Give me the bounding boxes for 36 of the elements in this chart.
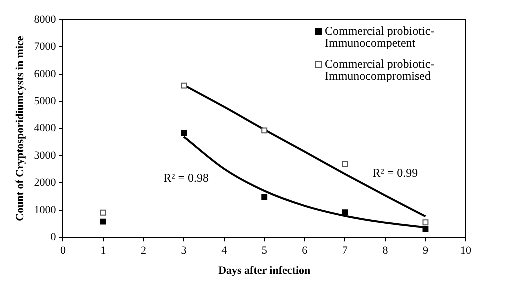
x-tick-label: 2 [141,245,147,258]
y-tick-label: 0 [50,231,57,244]
point [342,210,348,216]
annotation: R² = 0.99 [372,166,418,180]
x-axis-title: Days after infection [218,265,311,278]
x-tick-label: 10 [460,245,472,258]
x-tick-label: 9 [422,245,429,258]
point [342,161,348,168]
legend-label: Commercial probiotic-Immunocompromised [325,57,435,84]
y-tick-label: 4000 [34,122,57,135]
y-tick-label: 6000 [34,68,57,80]
y-axis-title: Count of Cryptosporidiumcysts in mice [14,36,26,222]
x-tick-label: 5 [262,245,268,258]
point [262,128,268,134]
y-tick-label: 3000 [34,150,57,162]
x-tick-label: 6 [302,245,308,258]
point [181,82,188,89]
point [422,226,429,232]
legend-label: Commercial probiotic-Immunocompetent [325,24,435,50]
point [262,194,268,200]
x-tick-label: 7 [342,245,348,258]
x-tick-label: 3 [181,245,188,258]
annotation: R² = 0.98 [164,171,210,186]
y-tick-label: 1000 [34,204,57,216]
point [100,210,106,216]
y-tick-label: 5000 [34,95,57,108]
y-tick-label: 2000 [34,177,57,190]
y-tick-label: 7000 [34,41,57,54]
x-tick-label: 8 [382,245,389,258]
point [181,130,188,136]
x-tick-label: 1 [100,245,106,258]
x-tick-label: 0 [60,245,66,258]
y-tick-label: 8000 [34,14,57,26]
x-tick-label: 4 [222,245,228,258]
point [100,218,106,225]
point [422,220,429,226]
